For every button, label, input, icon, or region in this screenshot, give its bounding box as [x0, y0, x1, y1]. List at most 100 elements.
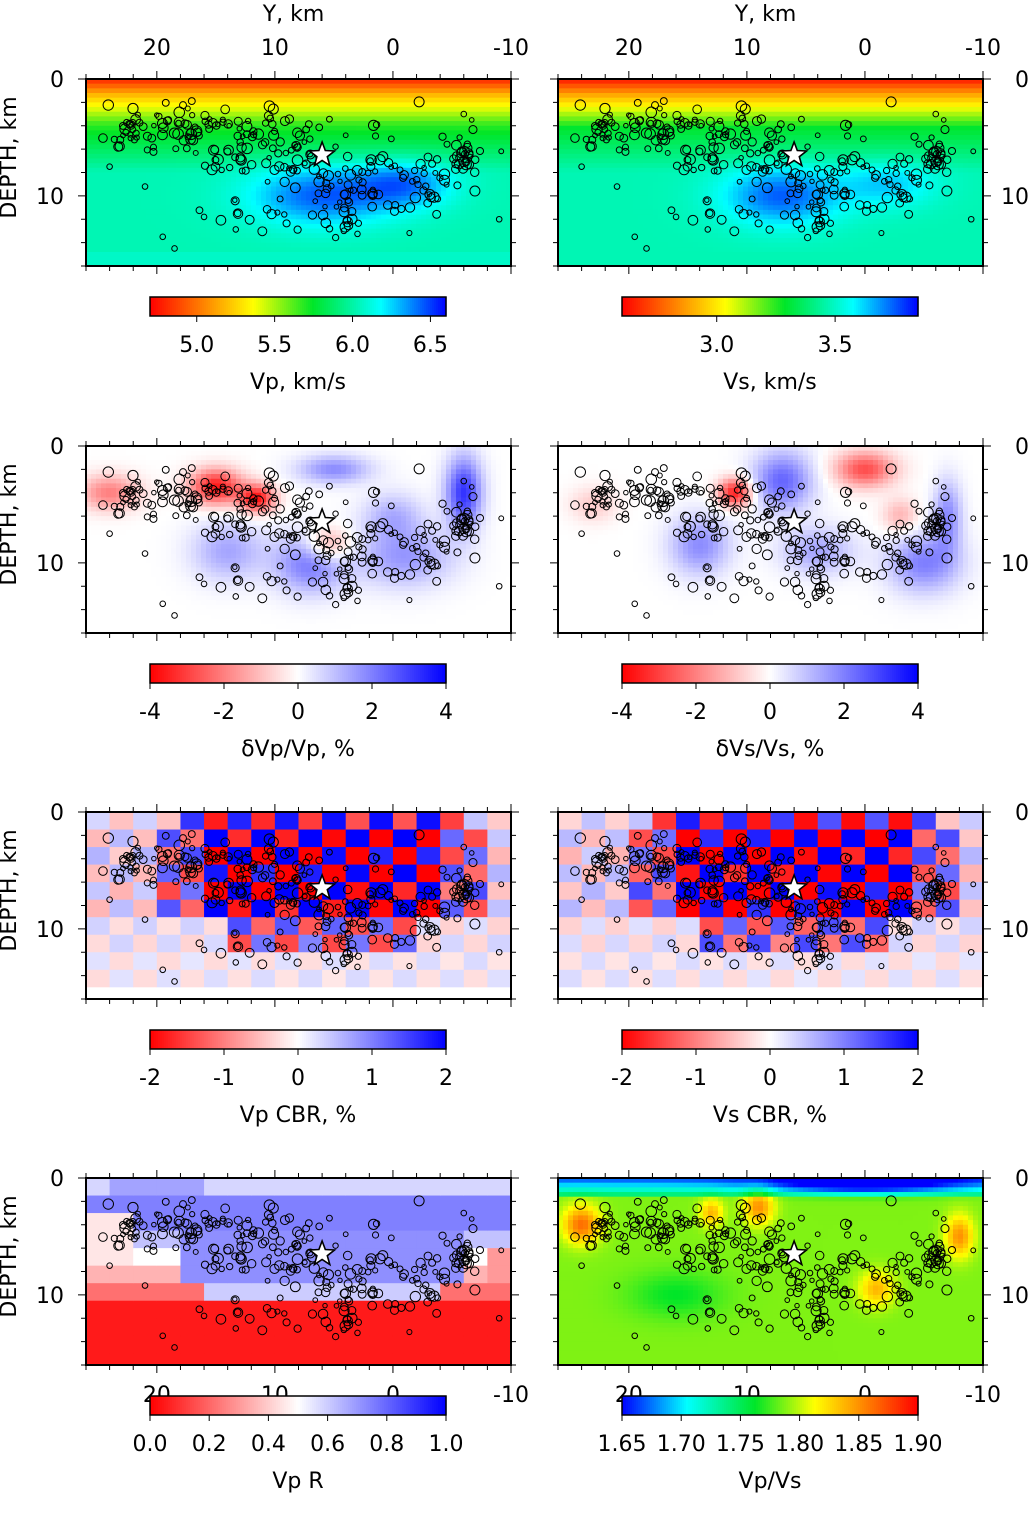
- heatmap-cell: [441, 243, 447, 248]
- heatmap-cell: [386, 191, 392, 196]
- heatmap-cell: [623, 201, 629, 206]
- heatmap-cell: [126, 168, 132, 173]
- heatmap-cell: [643, 102, 649, 107]
- heatmap-cell: [121, 201, 127, 206]
- heatmap-cell: [643, 168, 649, 173]
- heatmap-cell: [426, 243, 432, 248]
- heatmap-cell: [648, 158, 654, 163]
- heatmap-cell: [226, 219, 232, 224]
- heatmap-cell: [593, 252, 599, 257]
- heatmap-cell: [678, 88, 684, 93]
- heatmap-cell: [426, 88, 432, 93]
- heatmap-cell: [491, 257, 497, 262]
- heatmap-cell: [608, 177, 614, 182]
- heatmap-cell: [391, 196, 397, 201]
- heatmap-cell: [101, 252, 107, 257]
- heatmap-cell: [613, 224, 619, 229]
- heatmap-cell: [346, 247, 352, 252]
- colorbar-tick-label: 5.0: [179, 333, 214, 358]
- heatmap-cell: [356, 257, 362, 262]
- heatmap-cell: [573, 187, 579, 192]
- heatmap-cell: [256, 247, 262, 252]
- heatmap-cell: [421, 121, 427, 126]
- heatmap-cell: [186, 257, 192, 262]
- heatmap-cell: [396, 215, 402, 220]
- heatmap-cell: [96, 116, 102, 121]
- heatmap-cell: [481, 173, 487, 178]
- heatmap-cell: [331, 219, 337, 224]
- heatmap-cell: [116, 173, 122, 178]
- heatmap-cell: [618, 84, 624, 89]
- heatmap-cell: [618, 215, 624, 220]
- heatmap-cell: [151, 252, 157, 257]
- heatmap-cell: [276, 247, 282, 252]
- heatmap-cell: [436, 144, 442, 149]
- heatmap-cell: [426, 238, 432, 243]
- heatmap-cell: [231, 112, 237, 117]
- heatmap-cell: [186, 243, 192, 248]
- heatmap-cell: [316, 233, 322, 238]
- heatmap-cell: [386, 126, 392, 131]
- heatmap-cell: [633, 196, 639, 201]
- heatmap-cell: [286, 238, 292, 243]
- heatmap-cell: [136, 173, 142, 178]
- heatmap-cell: [101, 112, 107, 117]
- heatmap-cell: [161, 93, 167, 98]
- heatmap-cell: [486, 163, 492, 168]
- heatmap-cell: [241, 187, 247, 192]
- heatmap-cell: [466, 205, 472, 210]
- heatmap-cell: [121, 196, 127, 201]
- heatmap-cell: [593, 229, 599, 234]
- heatmap-cell: [251, 112, 257, 117]
- heatmap-cell: [256, 252, 262, 257]
- heatmap-cell: [603, 149, 609, 154]
- heatmap-cell: [281, 98, 287, 103]
- heatmap-cell: [491, 182, 497, 187]
- heatmap-cell: [573, 135, 579, 140]
- heatmap-cell: [628, 93, 634, 98]
- heatmap-cell: [426, 247, 432, 252]
- heatmap-cell: [221, 140, 227, 145]
- heatmap-cell: [416, 98, 422, 103]
- heatmap-cell: [121, 229, 127, 234]
- heatmap-cell: [206, 187, 212, 192]
- heatmap-cell: [471, 196, 477, 201]
- heatmap-cell: [371, 102, 377, 107]
- heatmap-cell: [106, 102, 112, 107]
- heatmap-cell: [261, 191, 267, 196]
- heatmap-cell: [316, 243, 322, 248]
- heatmap-cell: [628, 98, 634, 103]
- heatmap-cell: [186, 215, 192, 220]
- heatmap-cell: [101, 229, 107, 234]
- heatmap-cell: [683, 224, 689, 229]
- heatmap-cell: [688, 88, 694, 93]
- heatmap-cell: [111, 238, 117, 243]
- heatmap-cell: [231, 247, 237, 252]
- heatmap-cell: [306, 257, 312, 262]
- heatmap-cell: [91, 219, 97, 224]
- heatmap-cell: [613, 252, 619, 257]
- heatmap-cell: [421, 135, 427, 140]
- heatmap-cell: [471, 140, 477, 145]
- heatmap-cell: [266, 191, 272, 196]
- heatmap-cell: [306, 243, 312, 248]
- heatmap-cell: [583, 219, 589, 224]
- heatmap-cell: [221, 98, 227, 103]
- heatmap-cell: [501, 187, 507, 192]
- heatmap-cell: [326, 233, 332, 238]
- heatmap-cell: [426, 126, 432, 131]
- heatmap-cell: [111, 191, 117, 196]
- heatmap-cell: [366, 215, 372, 220]
- heatmap-cell: [501, 173, 507, 178]
- heatmap-cell: [416, 257, 422, 262]
- heatmap-cell: [628, 219, 634, 224]
- heatmap-cell: [211, 84, 217, 89]
- heatmap-cell: [371, 93, 377, 98]
- heatmap-cell: [396, 126, 402, 131]
- heatmap-cell: [481, 247, 487, 252]
- heatmap-cell: [366, 84, 372, 89]
- heatmap-cell: [563, 177, 569, 182]
- heatmap-cell: [376, 215, 382, 220]
- heatmap-cell: [351, 158, 357, 163]
- heatmap-cell: [156, 233, 162, 238]
